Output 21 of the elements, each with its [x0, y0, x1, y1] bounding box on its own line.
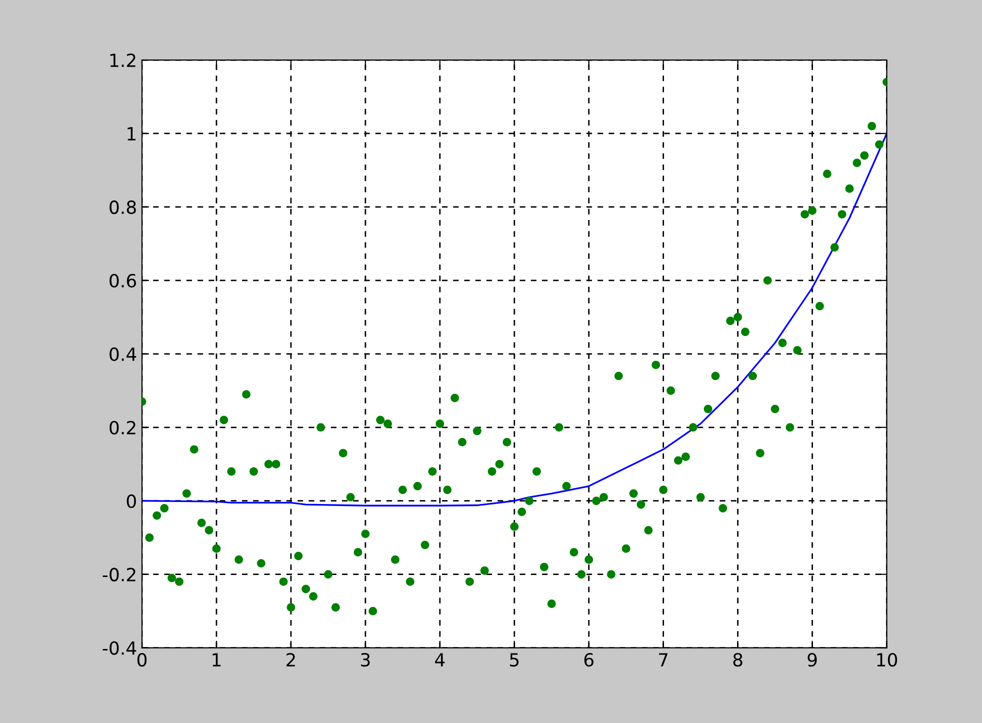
y-tick-label: 1 — [128, 127, 136, 140]
x-tick-label: 1 — [212, 653, 221, 666]
x-tick-label: 5 — [510, 653, 519, 667]
y-tick-label: -0.2 — [102, 568, 136, 582]
y-tick-label: 0.4 — [110, 347, 136, 362]
x-tick-label: 4 — [435, 653, 445, 666]
x-tick-label: 8 — [733, 652, 742, 667]
y-tick-label: 0.6 — [110, 274, 136, 288]
x-tick-label: 2 — [286, 652, 295, 666]
y-tick-label: 0.8 — [110, 200, 136, 214]
x-tick-label: 9 — [808, 652, 817, 667]
x-tick-label: 0 — [137, 652, 147, 667]
y-tick-label: 0 — [126, 494, 136, 508]
x-tick-label: 10 — [877, 652, 898, 667]
x-tick-label: 3 — [361, 652, 370, 667]
line-series — [142, 132, 887, 506]
y-tick-label: 1.2 — [110, 53, 136, 67]
x-tick-label: 6 — [584, 652, 594, 667]
y-tick-label: -0.4 — [102, 641, 136, 655]
y-tick-label: 0.2 — [110, 420, 136, 434]
x-tick-label: 7 — [659, 653, 668, 666]
